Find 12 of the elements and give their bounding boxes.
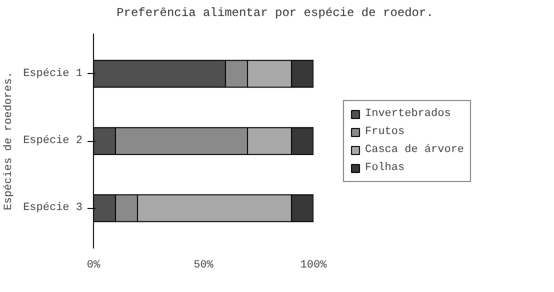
y-axis-title: Espécies de roedores. (3, 72, 16, 210)
y-tick-label: Espécie 2 (23, 135, 83, 147)
legend-label: Casca de árvore (365, 142, 464, 156)
legend-label: Folhas (365, 160, 405, 174)
x-tick-label: 0% (86, 260, 100, 272)
x-tick-label: 50% (194, 260, 214, 272)
y-tick-label: Espécie 1 (23, 68, 83, 80)
y-tick-label: Espécie 3 (23, 202, 83, 214)
x-tick-label: 100% (300, 260, 328, 272)
chart-title: Preferência alimentar por espécie de roedor. (116, 5, 434, 22)
legend-label: Frutos (365, 124, 405, 138)
legend-label: Invertebrados (365, 106, 451, 120)
